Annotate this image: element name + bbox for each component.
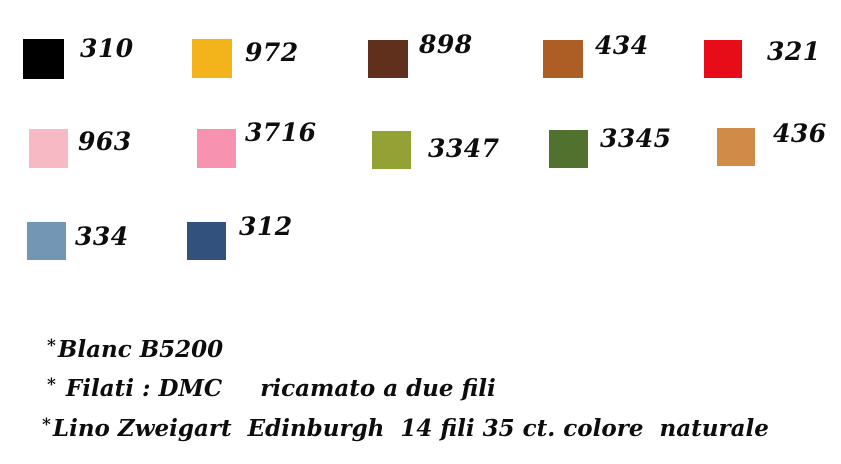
- note-detail-text: ricamato a due fili: [260, 375, 496, 402]
- thread-code-label: 312: [239, 212, 293, 241]
- thread-code-label: 310: [80, 34, 134, 63]
- color-swatch: [27, 222, 66, 260]
- note-blanc: *Blanc B5200: [15, 315, 223, 384]
- note-filati: * Filati : DMC ricamato a due fili: [15, 354, 496, 423]
- color-swatch: [549, 130, 588, 168]
- swatch-entry-321: 321: [704, 37, 821, 78]
- note-lino: *Lino Zweigart Edinburgh 14 fili 35 ct. …: [10, 394, 769, 463]
- color-swatch: [23, 39, 64, 79]
- swatch-entry-898: 898: [368, 32, 473, 78]
- note-text: Filati : DMC: [57, 375, 223, 402]
- color-swatch: [372, 131, 411, 169]
- thread-code-label: 321: [767, 37, 821, 66]
- swatch-entry-3345: 3345: [549, 126, 672, 168]
- asterisk-marker: *: [47, 375, 56, 395]
- swatch-entry-3347: 3347: [372, 131, 500, 169]
- color-swatch: [192, 39, 232, 78]
- color-swatch: [368, 40, 408, 78]
- asterisk-marker: *: [47, 336, 56, 356]
- thread-code-label: 434: [595, 31, 649, 60]
- swatch-entry-310: 310: [23, 34, 134, 79]
- color-swatch: [717, 128, 755, 166]
- swatch-entry-963: 963: [29, 129, 132, 168]
- swatch-entry-434: 434: [543, 33, 649, 78]
- thread-code-label: 3345: [600, 124, 672, 153]
- asterisk-marker: *: [42, 415, 51, 435]
- swatch-entry-312: 312: [187, 214, 293, 260]
- thread-code-label: 972: [245, 38, 299, 67]
- thread-code-label: 436: [773, 119, 827, 148]
- color-swatch: [197, 129, 236, 168]
- swatch-entry-3716: 3716: [197, 120, 317, 168]
- note-text: Lino Zweigart Edinburgh 14 fili 35 ct. c…: [52, 415, 769, 442]
- thread-code-label: 3716: [245, 118, 317, 147]
- swatch-entry-334: 334: [27, 222, 129, 260]
- color-swatch: [29, 129, 68, 168]
- color-swatch: [543, 40, 583, 78]
- thread-code-label: 334: [75, 222, 129, 251]
- swatch-entry-972: 972: [192, 39, 299, 78]
- thread-code-label: 898: [419, 30, 473, 59]
- color-swatch: [187, 222, 226, 260]
- note-text: Blanc B5200: [57, 336, 224, 363]
- color-swatch: [704, 40, 742, 78]
- swatch-entry-436: 436: [717, 121, 827, 166]
- thread-code-label: 3347: [428, 134, 500, 163]
- thread-code-label: 963: [78, 127, 132, 156]
